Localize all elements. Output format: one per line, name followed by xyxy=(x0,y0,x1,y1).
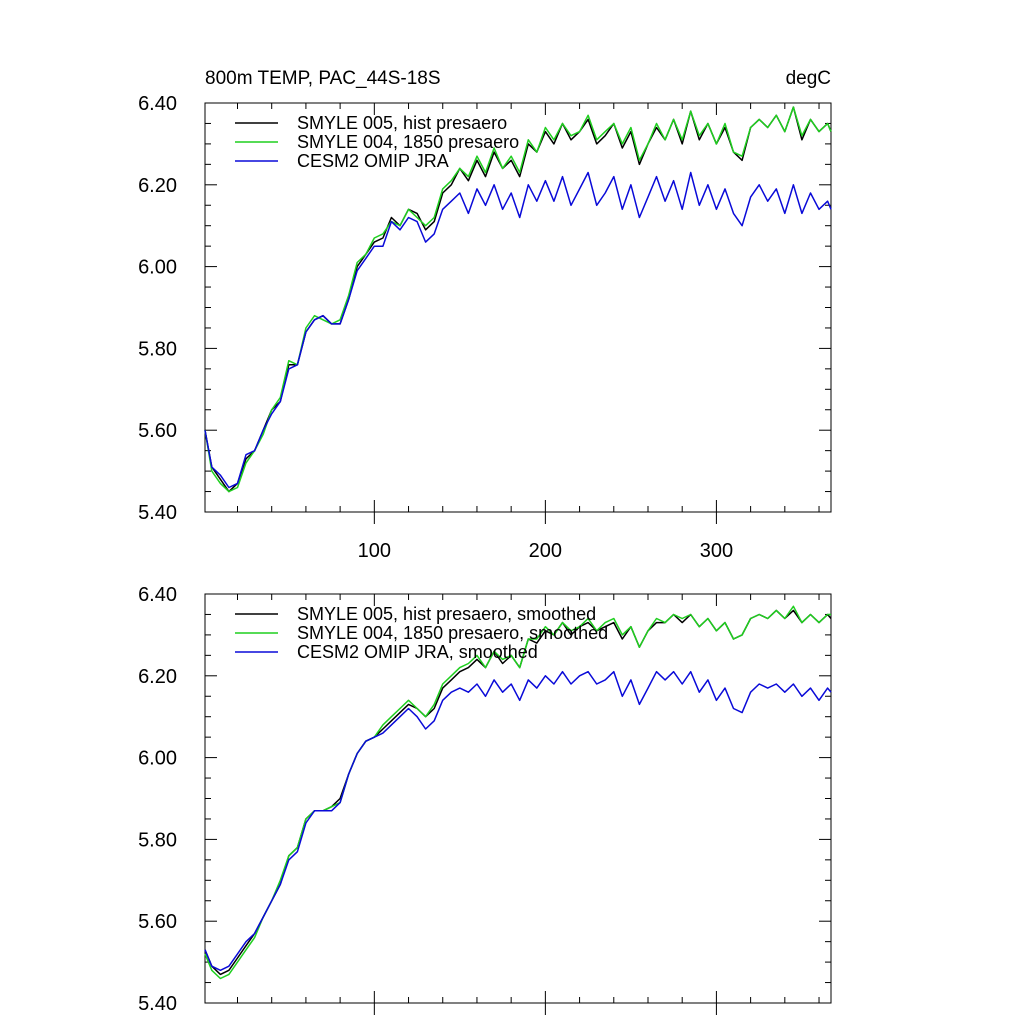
panel-title-right: degC xyxy=(786,68,831,89)
y-tick-label: 6.20 xyxy=(138,175,177,197)
legend-label: SMYLE 005, hist presaero xyxy=(297,113,507,133)
y-tick-label: 5.80 xyxy=(138,829,177,851)
series-line-3 xyxy=(204,670,832,972)
legend-label: SMYLE 004, 1850 presaero, smoothed xyxy=(297,623,608,643)
y-tick-label: 5.40 xyxy=(138,502,177,524)
series-line-3 xyxy=(204,171,832,489)
legend-label: SMYLE 004, 1850 presaero xyxy=(297,132,519,152)
top-panel: 5.40 5.60 5.80 6.00 6.20 6.40 100 200 300 SMYLE 0… xyxy=(138,93,832,562)
y-tick-label: 6.40 xyxy=(138,584,177,606)
y-tick-label: 5.40 xyxy=(138,993,177,1015)
x-tick-label: 300 xyxy=(700,540,733,562)
legend-label: SMYLE 005, hist presaero, smoothed xyxy=(297,604,596,624)
legend-label: CESM2 OMIP JRA, smoothed xyxy=(297,642,538,662)
y-tick-label: 5.60 xyxy=(138,911,177,933)
x-tick-label: 200 xyxy=(529,540,562,562)
y-tick-label: 5.60 xyxy=(138,420,177,442)
x-tick-label: 100 xyxy=(358,540,391,562)
y-tick-label: 6.20 xyxy=(138,666,177,688)
series-line-2 xyxy=(204,106,832,493)
bottom-panel: 5.40 5.60 5.80 6.00 6.20 6.40 SMYLE 005, hist … xyxy=(138,584,832,1015)
y-tick-label: 5.80 xyxy=(138,338,177,360)
y-tick-label: 6.00 xyxy=(138,257,177,279)
y-tick-label: 6.00 xyxy=(138,748,177,770)
series-line-2 xyxy=(204,605,831,980)
y-tick-label: 6.40 xyxy=(138,93,177,115)
legend-label: CESM2 OMIP JRA xyxy=(297,151,449,171)
panel-title-left: 800m TEMP, PAC_44S-18S xyxy=(205,68,441,89)
